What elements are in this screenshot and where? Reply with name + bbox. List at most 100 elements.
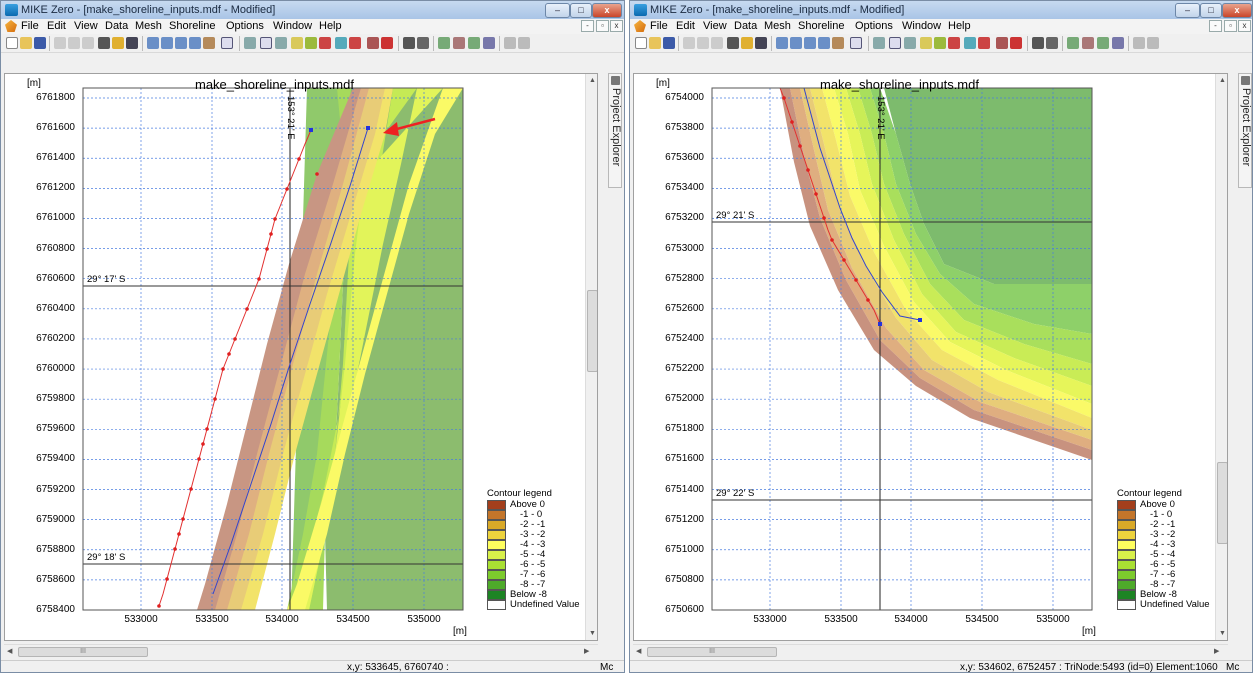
triangulate-icon[interactable] — [504, 37, 516, 49]
shoreline-node[interactable] — [269, 232, 273, 236]
shoreline-node[interactable] — [854, 278, 858, 282]
mdi-restore-button[interactable]: ▫ — [596, 20, 609, 32]
pan-icon[interactable] — [832, 37, 844, 49]
shoreline-node[interactable] — [157, 604, 161, 608]
save-icon[interactable] — [663, 37, 675, 49]
shoreline-node[interactable] — [257, 277, 261, 281]
zoom-back-icon[interactable] — [804, 37, 816, 49]
baseline-node[interactable] — [366, 126, 370, 130]
smooth-icon[interactable] — [518, 37, 530, 49]
shoreline-node[interactable] — [205, 427, 209, 431]
menu-help[interactable]: Help — [319, 20, 342, 32]
shoreline-node[interactable] — [213, 397, 217, 401]
measure-icon[interactable] — [1046, 37, 1058, 49]
shoreline-node[interactable] — [227, 352, 231, 356]
open-folder-icon[interactable] — [20, 37, 32, 49]
shoreline-node[interactable] — [273, 217, 277, 221]
shoreline-node[interactable] — [790, 120, 794, 124]
baseline-node[interactable] — [878, 322, 882, 326]
menu-view[interactable]: View — [703, 20, 727, 32]
scroll-thumb[interactable] — [587, 290, 597, 372]
help-icon[interactable] — [741, 37, 753, 49]
find-icon[interactable] — [1032, 37, 1044, 49]
mesh-tool-icon[interactable] — [1097, 37, 1109, 49]
scroll-left-arrow[interactable]: ◀ — [7, 648, 13, 655]
select-area-icon[interactable] — [889, 37, 901, 49]
shoreline-node[interactable] — [233, 337, 237, 341]
zoom-forward-icon[interactable] — [818, 37, 830, 49]
help-icon[interactable] — [112, 37, 124, 49]
menu-data[interactable]: Data — [734, 20, 758, 32]
shoreline-node[interactable] — [782, 96, 786, 100]
baseline-nodes[interactable] — [309, 126, 370, 132]
paste-icon[interactable] — [82, 37, 94, 49]
pen-tool-icon[interactable] — [1010, 37, 1022, 49]
edit-line-icon[interactable] — [948, 37, 960, 49]
shoreline-node[interactable] — [265, 247, 269, 251]
title-bar[interactable]: MIKE Zero - [make_shoreline_inputs.mdf -… — [630, 1, 1252, 19]
menu-shoreline[interactable]: Shoreline — [798, 20, 845, 32]
zoom-out-icon[interactable] — [790, 37, 802, 49]
shoreline-node[interactable] — [315, 172, 319, 176]
shoreline-node[interactable] — [842, 258, 846, 262]
whats-this-icon[interactable] — [755, 37, 767, 49]
menu-help[interactable]: Help — [948, 20, 971, 32]
menu-shoreline[interactable]: Shoreline — [169, 20, 216, 32]
cut-icon[interactable] — [54, 37, 66, 49]
baseline-nodes[interactable] — [878, 318, 922, 326]
menu-window[interactable]: Window — [902, 20, 942, 32]
minimize-button[interactable]: – — [545, 3, 570, 18]
scroll-left-arrow[interactable]: ◀ — [636, 648, 642, 655]
project-explorer-tab[interactable]: Project Explorer — [608, 73, 622, 188]
baseline-node[interactable] — [918, 318, 922, 322]
scroll-thumb[interactable] — [1217, 462, 1227, 544]
mesh-tool-icon[interactable] — [438, 37, 450, 49]
select-area-icon[interactable] — [260, 37, 272, 49]
mesh-tool-icon[interactable] — [468, 37, 480, 49]
menu-view[interactable]: View — [74, 20, 98, 32]
copy-icon[interactable] — [68, 37, 80, 49]
vertical-scrollbar[interactable]: ▲ ▼ — [1215, 74, 1227, 640]
scroll-thumb[interactable]: III — [18, 647, 148, 657]
pin-icon[interactable] — [611, 76, 620, 85]
shoreline-red[interactable] — [779, 87, 881, 325]
menu-file[interactable]: File — [650, 20, 668, 32]
shoreline-node[interactable] — [189, 487, 193, 491]
select-icon[interactable] — [244, 37, 256, 49]
draw-poly-icon[interactable] — [305, 37, 317, 49]
erase-icon[interactable] — [978, 37, 990, 49]
scroll-up-arrow[interactable]: ▲ — [1219, 77, 1226, 84]
paste-icon[interactable] — [711, 37, 723, 49]
mesh-tool-icon[interactable] — [483, 37, 495, 49]
zoom-out-icon[interactable] — [161, 37, 173, 49]
map-svg[interactable] — [5, 74, 598, 641]
title-bar[interactable]: MIKE Zero - [make_shoreline_inputs.mdf -… — [1, 1, 624, 19]
copy-icon[interactable] — [697, 37, 709, 49]
mdi-restore-button[interactable]: ▫ — [1224, 20, 1237, 32]
zoom-forward-icon[interactable] — [189, 37, 201, 49]
shoreline-node[interactable] — [830, 238, 834, 242]
mdi-minimize-button[interactable]: - — [1209, 20, 1222, 32]
baseline-node[interactable] — [309, 128, 313, 132]
whats-this-icon[interactable] — [126, 37, 138, 49]
open-folder-icon[interactable] — [649, 37, 661, 49]
draw-arc-icon[interactable] — [964, 37, 976, 49]
shoreline-node[interactable] — [297, 157, 301, 161]
shoreline-node[interactable] — [201, 442, 205, 446]
vertical-scrollbar[interactable]: ▲ ▼ — [585, 74, 597, 640]
pen-tool-icon[interactable] — [381, 37, 393, 49]
menu-mesh[interactable]: Mesh — [135, 20, 162, 32]
measure-icon[interactable] — [417, 37, 429, 49]
document-icon[interactable] — [5, 20, 17, 32]
select-icon[interactable] — [873, 37, 885, 49]
horizontal-scrollbar[interactable]: ◀ III ▶ — [633, 644, 1228, 658]
grid-icon[interactable] — [850, 37, 862, 49]
draw-line-icon[interactable] — [291, 37, 303, 49]
shoreline-node[interactable] — [245, 307, 249, 311]
shoreline-node[interactable] — [866, 298, 870, 302]
zoom-back-icon[interactable] — [175, 37, 187, 49]
mesh-tool-icon[interactable] — [1067, 37, 1079, 49]
scroll-down-arrow[interactable]: ▼ — [589, 630, 596, 637]
shoreline-node[interactable] — [173, 547, 177, 551]
menu-options[interactable]: Options — [226, 20, 264, 32]
